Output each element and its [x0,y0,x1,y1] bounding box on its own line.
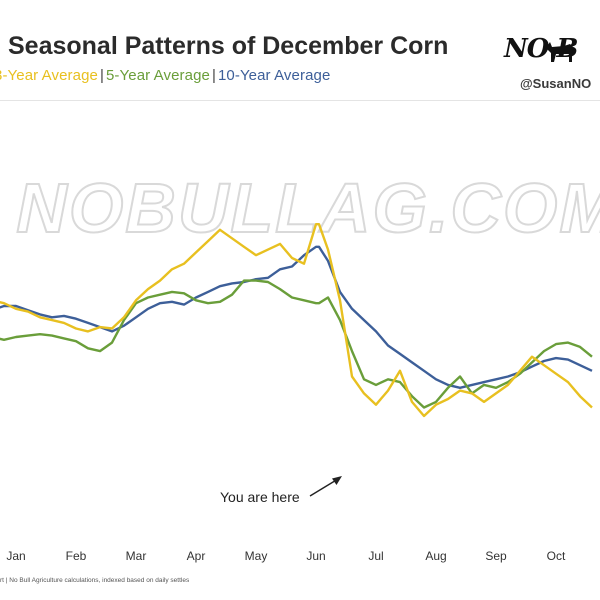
legend-separator: | [211,67,216,84]
x-tick-label: Feb [66,549,87,563]
social-handle: @SusanNO [520,76,592,91]
series-line-0 [0,245,593,389]
x-axis: Jan Feb Mar Apr May Jun Jul Aug Sep Oct [6,549,566,563]
you-are-here-label: You are here [220,489,300,505]
brand-logo: NO B [490,30,600,70]
annotation-arrow [309,476,342,497]
legend-3-year: 3-Year Average [0,67,98,84]
series-legend: 3-Year Average | 5-Year Average | 10-Year Av… [0,67,330,84]
x-tick-label: Oct [547,549,566,563]
watermark: NOBULLAG.COM [16,169,600,247]
bull-icon [546,42,574,62]
series-layer [0,222,593,418]
x-tick-label: Apr [187,549,206,563]
x-tick-label: Jun [306,549,325,563]
legend-10-year: 10-Year Average [217,67,331,84]
series-line-1 [0,279,593,409]
x-tick-label: May [245,549,268,563]
x-tick-label: Mar [126,549,147,563]
source-footer: rt | No Bull Agriculture calculations, i… [0,577,190,584]
chart-title: Seasonal Patterns of December Corn [8,32,449,60]
header-divider [0,100,600,101]
legend-separator: | [99,67,104,84]
series-line-2 [0,222,593,418]
x-tick-label: Jul [368,549,383,563]
x-tick-label: Jan [6,549,25,563]
x-tick-label: Sep [485,549,507,563]
x-tick-label: Aug [425,549,446,563]
legend-5-year: 5-Year Average [105,67,210,84]
